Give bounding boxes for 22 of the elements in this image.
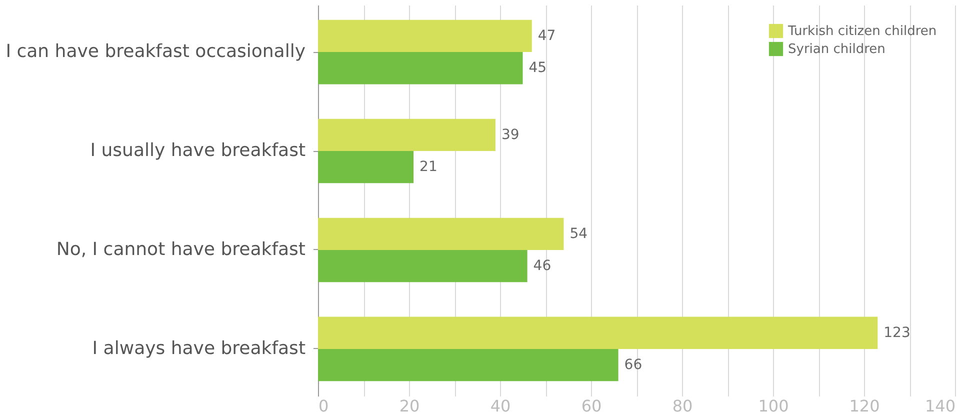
- data-label: 66: [624, 357, 642, 374]
- y-tick-label: I can have breakfast occasionally: [6, 41, 306, 62]
- x-tick-label: 40: [490, 396, 511, 416]
- x-tick-label: 120: [849, 396, 880, 416]
- data-label: 47: [538, 28, 556, 44]
- x-tick-label: 140: [924, 396, 956, 416]
- y-tick-label: I always have breakfast: [92, 338, 306, 359]
- legend-label: Turkish citizen children: [787, 24, 937, 39]
- x-tick-label: 20: [399, 396, 420, 416]
- data-label: 54: [570, 226, 588, 242]
- data-label: 21: [420, 159, 438, 176]
- y-tick-label: No, I cannot have breakfast: [56, 238, 306, 260]
- data-label: 39: [501, 126, 520, 143]
- x-tick-label: 80: [672, 396, 693, 416]
- x-tick-label: 100: [758, 396, 789, 416]
- data-label: 123: [884, 324, 910, 341]
- data-label: 45: [528, 60, 547, 76]
- data-label: 46: [533, 258, 552, 274]
- y-tick-label: I usually have breakfast: [90, 140, 306, 162]
- legend-label: Syrian children: [788, 42, 886, 57]
- x-tick-label: 0: [318, 396, 329, 416]
- x-tick-label: 60: [581, 396, 602, 416]
